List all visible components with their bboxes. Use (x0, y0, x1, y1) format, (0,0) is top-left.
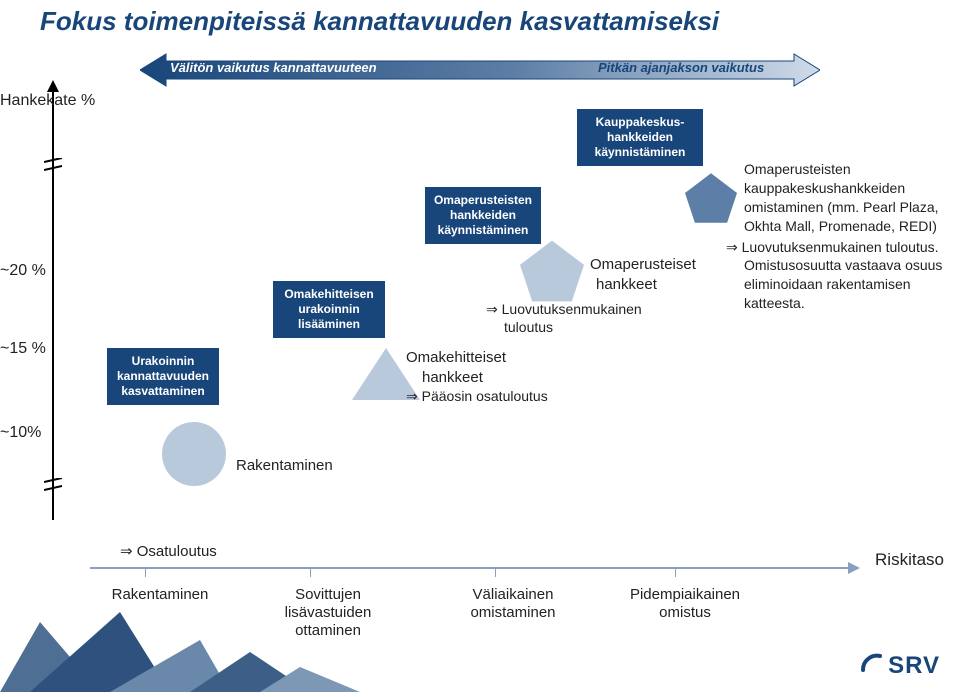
arrow-icon: ⇒ (726, 239, 738, 255)
risk-label-line: Väliaikainen (473, 586, 554, 603)
box-line: lisääminen (298, 317, 360, 331)
risk-label-line: Pidempiaikainen (630, 586, 740, 603)
box-urakoinnin: Urakoinnin kannattavuuden kasvattaminen (106, 347, 220, 406)
box-line: käynnistäminen (438, 223, 529, 237)
risk-label-line: omistus (659, 604, 711, 621)
box-kauppakeskus: Kauppakeskus- hankkeiden käynnistäminen (576, 108, 704, 167)
box-omaperusteisten: Omaperusteisten hankkeiden käynnistämine… (424, 186, 542, 245)
box-line: Omaperusteisten (434, 193, 532, 207)
banner-left-label: Välitön vaikutus kannattavuuteen (170, 60, 377, 75)
logo-arc-icon (860, 650, 884, 681)
banner-right-label: Pitkän ajanjakson vaikutus (598, 60, 764, 75)
risk-tick (495, 567, 496, 577)
osatuloutus-text: Osatuloutus (137, 543, 217, 560)
label-omaperusteiset: Omaperusteiset hankkeet (590, 255, 696, 294)
axis-break-top (44, 158, 62, 174)
rb-line: Omaperusteisten (690, 160, 945, 179)
right-text-block: Omaperusteisten kauppakeskushankkeiden o… (690, 160, 945, 313)
logo: SRV (860, 650, 940, 681)
pentagon-omaperusteiset (520, 240, 584, 302)
box-line: urakoinnin (298, 302, 359, 316)
risk-tick (145, 567, 146, 577)
risk-label-line: omistaminen (470, 604, 555, 621)
rb-line: (mm. Pearl Plaza, (827, 199, 938, 215)
risk-label-line: Sovittujen (295, 586, 361, 603)
arrow-icon: ⇒ (486, 301, 498, 317)
box-line: kannattavuuden (117, 369, 209, 383)
osatuloutus-label: ⇒ Osatuloutus (120, 542, 217, 560)
label-line: Luovutuksenmukainen (502, 301, 642, 317)
label-line: hankkeet (590, 275, 696, 295)
risk-tick (310, 567, 311, 577)
rb-line: katteesta. (690, 294, 945, 313)
risk-axis-title: Riskitaso (875, 550, 944, 570)
risk-tick (675, 567, 676, 577)
box-line: Omakehitteisen (284, 287, 373, 301)
circle-rakentaminen (162, 422, 226, 486)
box-line: Urakoinnin (132, 354, 195, 368)
y-tick-15: ~15 % (0, 340, 46, 358)
box-line: käynnistäminen (595, 145, 686, 159)
risk-label-line: Rakentaminen (112, 586, 209, 603)
rb-line: Luovutuksenmukainen tuloutus. (742, 239, 939, 255)
arrow-icon: ⇒ (406, 388, 418, 404)
slide-title: Fokus toimenpiteissä kannattavuuden kasv… (40, 6, 719, 37)
rb-line: Omistusosuutta vastaava osuus (690, 256, 945, 275)
box-omakehitteisen: Omakehitteisen urakoinnin lisääminen (272, 280, 386, 339)
arrow-icon: ⇒ (120, 543, 133, 560)
rb-line: eliminoidaan rakentamisen (690, 275, 945, 294)
axis-break-bottom (44, 478, 62, 494)
rb-line: Okhta Mall, Promenade, REDI) (690, 217, 945, 236)
label-line: Pääosin osatuloutus (422, 388, 548, 404)
y-axis (52, 90, 54, 520)
box-line: Kauppakeskus- (596, 115, 685, 129)
risk-axis (90, 567, 850, 569)
label-omakehitteiset: Omakehitteiset hankkeet ⇒ Pääosin osatul… (406, 348, 548, 405)
label-line: tuloutus (486, 319, 553, 335)
label-omaperusteiset-sub: ⇒ Luovutuksenmukainen tuloutus (486, 300, 642, 336)
box-line: kasvattaminen (121, 384, 204, 398)
box-line: hankkeiden (607, 130, 673, 144)
label-line: Omakehitteiset (406, 348, 548, 368)
risk-label-1: Rakentaminen (100, 586, 220, 604)
y-axis-title: Hankekate % (0, 92, 95, 110)
rb-line: omistaminen (744, 199, 827, 215)
box-line: hankkeiden (450, 208, 516, 222)
label-line: hankkeet (406, 368, 548, 388)
logo-text: SRV (888, 652, 940, 680)
risk-label-3: Väliaikainen omistaminen (448, 586, 578, 622)
decorative-shapes (0, 612, 360, 697)
y-tick-10: ~10% (0, 424, 41, 442)
rb-line: kauppakeskushankkeiden (690, 179, 945, 198)
y-tick-20: ~20 % (0, 262, 46, 280)
label-rakentaminen: Rakentaminen (236, 456, 333, 476)
risk-label-4: Pidempiaikainen omistus (610, 586, 760, 622)
label-line: Omaperusteiset (590, 255, 696, 275)
